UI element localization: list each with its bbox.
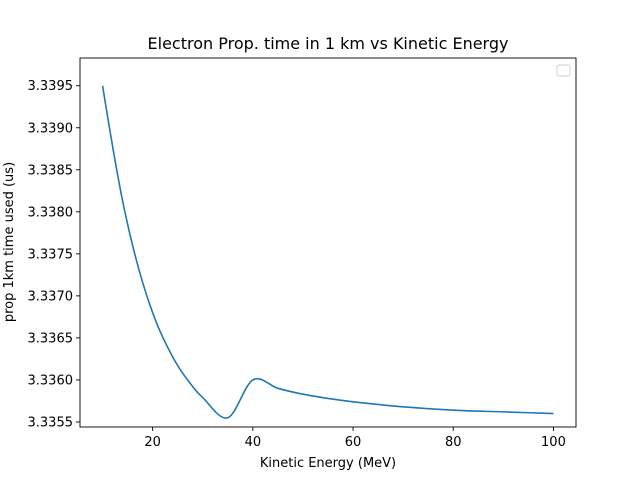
y-tick-label: 3.3360 (28, 373, 74, 388)
y-axis-label: prop 1km time used (us) (2, 162, 17, 322)
y-tick-label: 3.3380 (28, 205, 74, 220)
plot-frame (79, 57, 577, 428)
x-tick-label: 100 (541, 435, 566, 450)
y-tick-label: 3.3355 (28, 415, 74, 430)
y-axis-ticks: 3.3355 3.3360 3.3365 3.3370 3.3375 3.3380 3.33… (28, 79, 80, 430)
x-tick-label: 40 (245, 435, 262, 450)
x-tick-label: 80 (445, 435, 462, 450)
y-tick-label: 3.3370 (28, 289, 74, 304)
legend-box (556, 64, 571, 77)
x-tick-label: 20 (144, 435, 161, 450)
x-axis-label: Kinetic Energy (MeV) (260, 456, 396, 471)
x-tick-label: 60 (345, 435, 362, 450)
series-line (101, 85, 554, 419)
x-axis-ticks: 20 40 60 80 100 (144, 427, 566, 450)
y-tick-label: 3.3390 (28, 121, 74, 136)
y-tick-label: 3.3385 (28, 163, 74, 178)
chart-title: Electron Prop. time in 1 km vs Kinetic E… (148, 34, 509, 53)
y-tick-label: 3.3375 (28, 247, 74, 262)
y-tick-label: 3.3395 (28, 79, 74, 94)
y-tick-label: 3.3365 (28, 331, 74, 346)
